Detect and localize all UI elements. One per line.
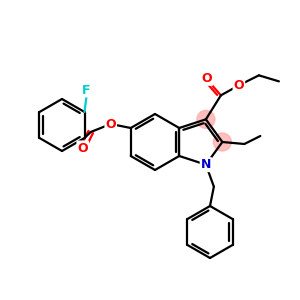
Text: N: N: [201, 158, 211, 171]
Circle shape: [213, 133, 231, 151]
Text: F: F: [82, 83, 91, 97]
Text: O: O: [105, 118, 116, 130]
Text: O: O: [202, 72, 212, 85]
Circle shape: [197, 110, 215, 128]
Text: O: O: [234, 79, 244, 92]
Text: O: O: [77, 142, 88, 154]
